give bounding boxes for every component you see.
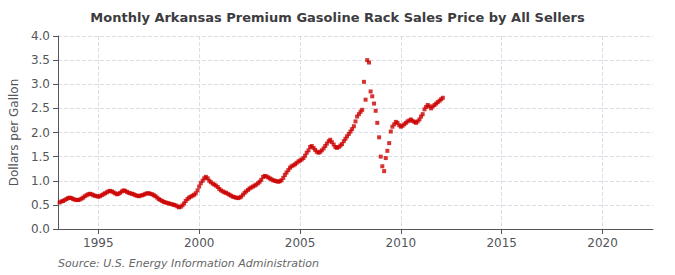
svg-text:Dollars per Gallon: Dollars per Gallon bbox=[7, 79, 21, 187]
svg-text:2.0: 2.0 bbox=[31, 126, 50, 140]
svg-text:2015: 2015 bbox=[486, 236, 517, 250]
svg-text:3.5: 3.5 bbox=[31, 53, 50, 67]
svg-text:1.5: 1.5 bbox=[31, 150, 50, 164]
svg-text:3.0: 3.0 bbox=[31, 77, 50, 91]
svg-text:1.0: 1.0 bbox=[31, 174, 50, 188]
svg-text:2000: 2000 bbox=[184, 236, 215, 250]
svg-text:1995: 1995 bbox=[83, 236, 114, 250]
svg-text:0.0: 0.0 bbox=[31, 222, 50, 236]
svg-text:2005: 2005 bbox=[285, 236, 316, 250]
svg-text:Monthly Arkansas Premium Gasol: Monthly Arkansas Premium Gasoline Rack S… bbox=[90, 10, 585, 25]
svg-text:2020: 2020 bbox=[587, 236, 618, 250]
svg-text:0.5: 0.5 bbox=[31, 198, 50, 212]
svg-text:4.0: 4.0 bbox=[31, 29, 50, 43]
svg-text:2010: 2010 bbox=[386, 236, 417, 250]
svg-text:Source: U.S. Energy Informatio: Source: U.S. Energy Information Administ… bbox=[58, 257, 319, 270]
svg-text:2.5: 2.5 bbox=[31, 101, 50, 115]
